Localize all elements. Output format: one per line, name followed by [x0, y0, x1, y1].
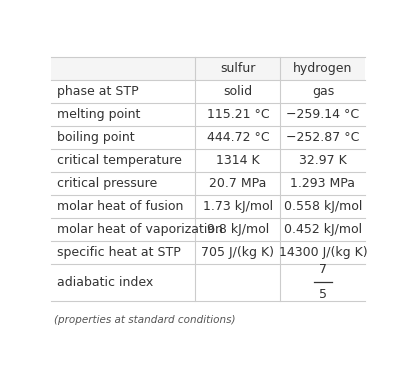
- Text: −259.14 °C: −259.14 °C: [286, 108, 358, 121]
- Text: 5: 5: [318, 288, 326, 302]
- Text: 9.8 kJ/mol: 9.8 kJ/mol: [206, 223, 269, 236]
- Text: 705 J/(kg K): 705 J/(kg K): [201, 246, 274, 259]
- Text: (properties at standard conditions): (properties at standard conditions): [54, 315, 235, 325]
- Text: molar heat of vaporization: molar heat of vaporization: [57, 223, 222, 236]
- Text: gas: gas: [311, 85, 333, 98]
- Text: 115.21 °C: 115.21 °C: [206, 108, 269, 121]
- Text: hydrogen: hydrogen: [292, 62, 352, 75]
- Text: melting point: melting point: [57, 108, 140, 121]
- Text: −252.87 °C: −252.87 °C: [286, 130, 359, 144]
- Text: critical pressure: critical pressure: [57, 177, 157, 190]
- Text: phase at STP: phase at STP: [57, 85, 139, 98]
- Text: 32.97 K: 32.97 K: [298, 154, 346, 166]
- Text: 0.558 kJ/mol: 0.558 kJ/mol: [283, 200, 361, 213]
- Text: 444.72 °C: 444.72 °C: [206, 130, 269, 144]
- Text: 20.7 MPa: 20.7 MPa: [209, 177, 266, 190]
- Text: specific heat at STP: specific heat at STP: [57, 246, 180, 259]
- Text: solid: solid: [223, 85, 252, 98]
- Text: 1314 K: 1314 K: [215, 154, 259, 166]
- Bar: [51, 57, 364, 80]
- Text: molar heat of fusion: molar heat of fusion: [57, 200, 183, 213]
- Text: critical temperature: critical temperature: [57, 154, 181, 166]
- Text: 0.452 kJ/mol: 0.452 kJ/mol: [283, 223, 361, 236]
- Text: adiabatic index: adiabatic index: [57, 276, 153, 289]
- Text: sulfur: sulfur: [220, 62, 255, 75]
- Text: 14300 J/(kg K): 14300 J/(kg K): [278, 246, 367, 259]
- Text: 1.293 MPa: 1.293 MPa: [290, 177, 354, 190]
- Text: 1.73 kJ/mol: 1.73 kJ/mol: [202, 200, 272, 213]
- Text: 7: 7: [318, 263, 326, 276]
- Text: boiling point: boiling point: [57, 130, 134, 144]
